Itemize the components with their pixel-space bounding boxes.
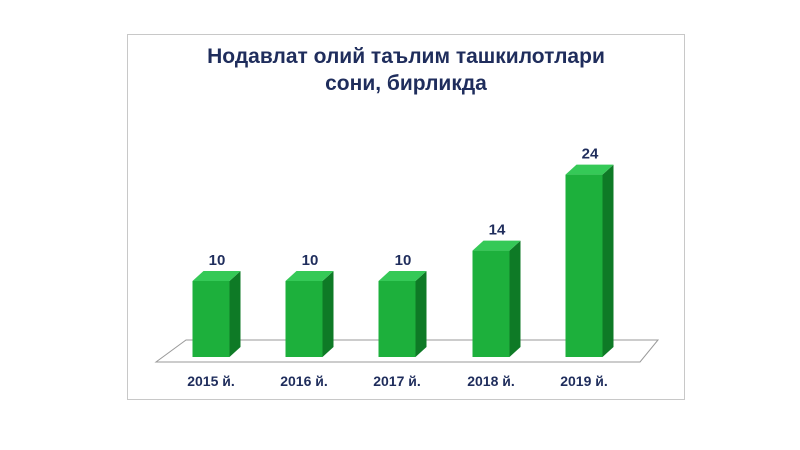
bar (472, 250, 510, 357)
bar-value-label: 10 (395, 252, 412, 269)
chart-title-line-1: Нодавлат олий таълим ташкилотлари (207, 45, 605, 68)
bar-side (322, 271, 334, 357)
bar-value-label: 24 (582, 146, 599, 163)
x-tick-label: 2019 й. (560, 373, 608, 389)
bar (285, 281, 323, 357)
bar-top (378, 271, 427, 281)
bar (378, 281, 416, 357)
bar (192, 281, 230, 357)
bar-side (229, 271, 241, 357)
bar-side (602, 164, 614, 357)
bar-side (509, 240, 521, 357)
bar-value-label: 10 (302, 252, 319, 269)
bar-side (415, 271, 427, 357)
bar-top (565, 164, 614, 175)
bar (565, 174, 603, 357)
bar-top (472, 240, 521, 251)
bar-top (192, 271, 241, 281)
x-tick-label: 2018 й. (467, 373, 515, 389)
bar-top (285, 271, 334, 281)
chart-title-line-2: сони, бирликда (325, 72, 487, 95)
x-tick-label: 2017 й. (373, 373, 421, 389)
x-tick-label: 2016 й. (280, 373, 328, 389)
bar-value-label: 10 (209, 252, 226, 269)
x-tick-label: 2015 й. (187, 373, 235, 389)
bar-value-label: 14 (489, 222, 506, 239)
